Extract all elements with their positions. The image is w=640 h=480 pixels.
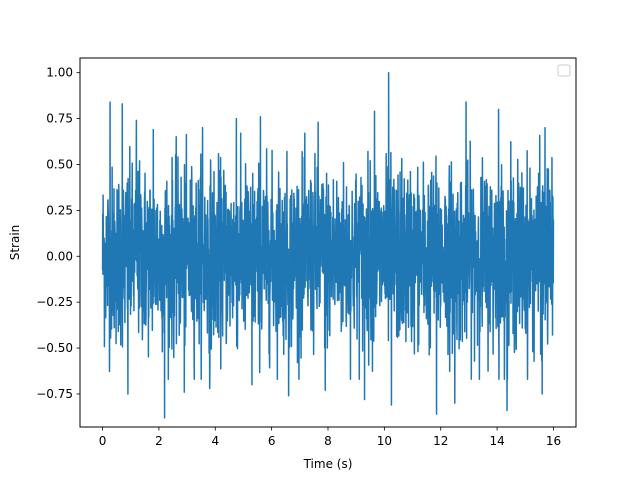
x-tick-label: 4 — [211, 434, 219, 448]
y-tick-label: 0.00 — [46, 249, 73, 263]
x-tick-label: 12 — [433, 434, 448, 448]
x-tick-label: 16 — [546, 434, 561, 448]
y-tick-label: −0.50 — [36, 341, 73, 355]
y-tick-label: −0.25 — [36, 295, 73, 309]
strain-series-line — [101, 71, 555, 419]
x-tick-label: 2 — [155, 434, 163, 448]
y-tick-label: 1.00 — [46, 66, 73, 80]
y-tick-label: −0.75 — [36, 387, 73, 401]
x-tick-label: 0 — [99, 434, 107, 448]
legend-box — [557, 64, 571, 77]
x-tick-label: 8 — [324, 434, 332, 448]
x-tick-label: 6 — [268, 434, 276, 448]
x-axis-label: Time (s) — [303, 457, 353, 471]
x-tick-label: 14 — [489, 434, 504, 448]
y-tick-label: 0.75 — [46, 112, 73, 126]
y-tick-label: 0.50 — [46, 157, 73, 171]
y-axis-label: Strain — [8, 225, 22, 261]
y-tick-label: 0.25 — [46, 203, 73, 217]
x-tick-label: 10 — [377, 434, 392, 448]
